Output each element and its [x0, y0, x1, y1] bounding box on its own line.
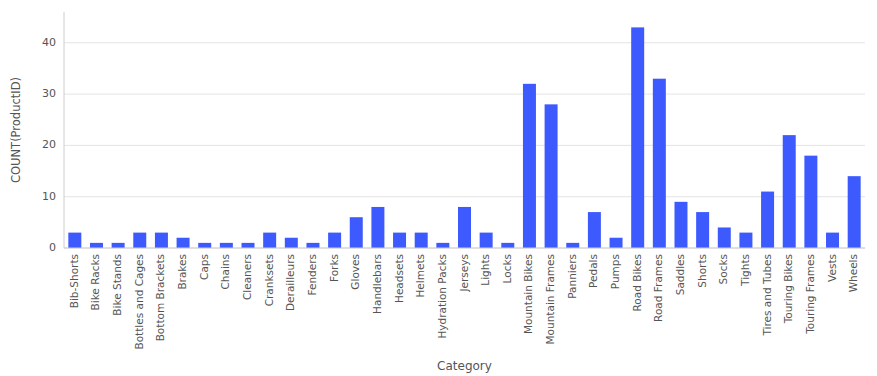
x-tick-label: Panniers [566, 254, 578, 299]
x-tick-label: Bottles and Cages [133, 254, 145, 350]
bar [350, 217, 363, 248]
bar [220, 243, 233, 248]
bar [68, 233, 81, 248]
bar [674, 202, 687, 248]
bar [415, 233, 428, 248]
bar [480, 233, 493, 248]
y-tick-label: 0 [49, 241, 56, 254]
bars [68, 27, 860, 248]
bar [198, 243, 211, 248]
x-tick-label: Helmets [414, 254, 426, 298]
grid-line [64, 42, 865, 43]
bar [90, 243, 103, 248]
x-tick-label: Tires and Tubes [761, 254, 773, 337]
bar [718, 227, 731, 248]
x-tick-label: Cleaners [241, 254, 253, 300]
bar [761, 192, 774, 248]
bar [653, 79, 666, 248]
x-tick-label: Road Frames [652, 254, 664, 322]
x-tick-label: Bib-Shorts [68, 254, 80, 308]
grid-line [64, 145, 865, 146]
bar [133, 233, 146, 248]
bar [328, 233, 341, 248]
x-tick-label: Caps [198, 254, 210, 280]
x-tick-label: Jerseys [458, 254, 470, 293]
bar [112, 243, 125, 248]
x-tick-label: Pumps [609, 254, 621, 289]
grid-line [64, 248, 865, 249]
bar [306, 243, 319, 248]
x-tick-label: Pedals [587, 254, 599, 288]
x-tick-label: Bottom Brackets [154, 254, 166, 341]
x-tick-label: Chains [219, 254, 231, 289]
x-tick-label: Fenders [306, 254, 318, 296]
bar [263, 233, 276, 248]
bar [155, 233, 168, 248]
bar [545, 104, 558, 248]
x-tick-label: Gloves [349, 254, 361, 290]
chart-container: 0 10 20 30 40 Bib-Shorts Bike Racks Bike Stands… [0, 0, 877, 376]
bar [848, 176, 861, 248]
x-tick-label: Bike Racks [89, 254, 101, 310]
x-tick-label: Saddles [674, 254, 686, 295]
x-tick-label: Tights [739, 254, 751, 287]
x-tick-label: Headsets [393, 254, 405, 303]
x-tick-label: Lights [479, 254, 491, 286]
x-tick-label: Road Bikes [631, 254, 643, 311]
bar [242, 243, 255, 248]
bar [696, 212, 709, 248]
bar [566, 243, 579, 248]
x-tick-label: Touring Bikes [782, 254, 794, 324]
bar [458, 207, 471, 248]
bar [783, 135, 796, 248]
x-tick-label: Derailleurs [284, 254, 296, 311]
x-tick-label: Mountain Bikes [522, 254, 534, 334]
x-axis-title: Category [437, 359, 492, 373]
x-axis-line [64, 248, 865, 249]
x-tick-label: Brakes [176, 254, 188, 290]
bar [177, 238, 190, 248]
grid-line [64, 94, 865, 95]
x-tick-label: Forks [328, 254, 340, 282]
bar [436, 243, 449, 248]
x-tick-label: Socks [717, 254, 729, 284]
x-tick-label: Locks [501, 254, 513, 283]
x-tick-label: Handlebars [371, 254, 383, 314]
x-tick-label: Touring Frames [804, 254, 816, 335]
bar [631, 27, 644, 248]
x-tick-label: Hydration Packs [436, 254, 448, 339]
bar [588, 212, 601, 248]
bar [285, 238, 298, 248]
x-tick-label: Cranksets [263, 254, 275, 306]
x-tick-label: Shorts [696, 254, 708, 288]
bar [610, 238, 623, 248]
y-tick-label: 30 [42, 87, 56, 100]
x-tick-label: Mountain Frames [544, 254, 556, 344]
grid-line [64, 196, 865, 197]
y-axis-title: COUNT(ProductID) [9, 77, 23, 183]
bar [826, 233, 839, 248]
x-tick-label: Bike Stands [111, 254, 123, 316]
chart: 0 10 20 30 40 Bib-Shorts Bike Racks Bike Stands… [0, 0, 877, 376]
x-tick-label: Vests [826, 254, 838, 282]
bar [501, 243, 514, 248]
bar [523, 84, 536, 248]
y-axis-line [64, 12, 65, 248]
bar [804, 156, 817, 248]
y-tick-label: 40 [42, 36, 56, 49]
y-tick-label: 20 [42, 138, 56, 151]
x-tick-label: Wheels [847, 254, 859, 292]
y-tick-label: 10 [42, 190, 56, 203]
bar [393, 233, 406, 248]
bar [371, 207, 384, 248]
bar [739, 233, 752, 248]
